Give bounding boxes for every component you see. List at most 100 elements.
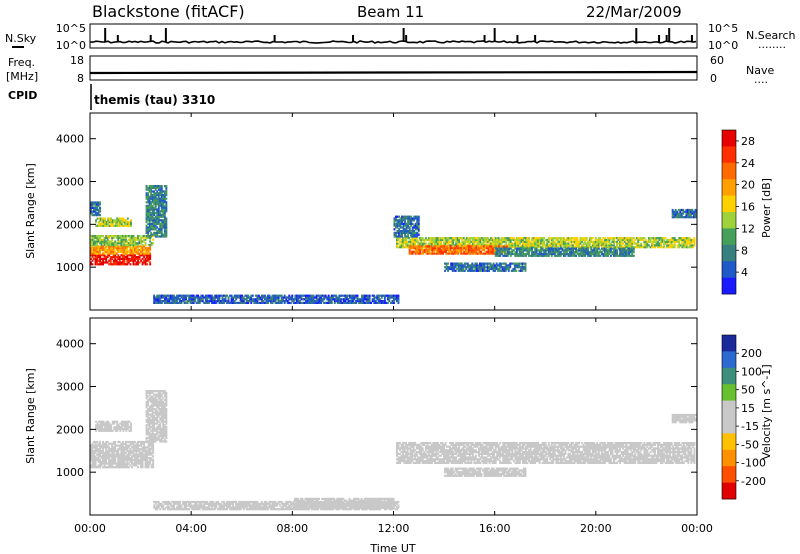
scatter-cell [99,214,102,217]
scatter-cell [268,296,271,299]
scatter-cell [449,248,452,252]
scatter-cell [497,269,500,272]
scatter-cell [147,195,150,198]
scatter-cell [658,246,661,249]
scatter-cell [108,458,111,462]
scatter-cell [131,248,133,252]
scatter-cell [96,257,99,260]
scatter-cell [103,256,106,259]
scatter-cell [660,244,663,247]
scatter-cell [611,247,614,250]
scatter-cell [114,222,117,226]
scatter-cell [157,298,160,301]
scatter-cell [390,301,392,304]
scatter-cell [150,390,153,393]
scatter-cell [147,210,150,213]
scatter-cell [579,251,582,254]
scatter-cell [116,221,119,224]
scatter-cell [149,458,152,462]
scatter-cell [117,426,120,429]
scatter-cell [541,246,544,249]
scatter-cell [98,217,101,220]
scatter-cell [408,456,411,459]
scatter-cell [556,254,559,257]
scatter-cell [576,237,579,240]
scatter-cell [559,244,562,247]
scatter-cell [412,237,415,240]
y-tick-label: 2000 [56,218,84,231]
scatter-cell [459,244,462,247]
scatter-cell [146,457,149,460]
scatter-cell [147,436,150,439]
scatter-cell [150,185,153,188]
scatter-cell [418,237,421,240]
scatter-cell [664,242,667,245]
scatter-cell [106,238,109,241]
scatter-cell [416,248,419,252]
scatter-cell [104,224,107,227]
scatter-cell [472,264,475,267]
scatter-cell [681,246,684,249]
scatter-cell [593,240,596,243]
scatter-cell [160,204,163,207]
scatter-cell [154,185,157,188]
scatter-cell [112,236,115,239]
scatter-cell [411,228,414,231]
scatter-cell [102,261,105,264]
scatter-cell [162,433,165,436]
scatter-cell [134,248,136,252]
scatter-cell [102,424,105,427]
scatter-cell [137,442,139,445]
scatter-cell [156,426,159,429]
scatter-cell [529,249,532,252]
scatter-cell [611,244,614,247]
scatter-cell [150,418,153,421]
scatter-cell [106,256,109,259]
scatter-cell [585,242,588,245]
scatter-cell [406,246,409,249]
scatter-cell [547,246,550,249]
scatter-cell [126,221,129,224]
scatter-cell [91,462,94,465]
colorbar-segment [722,179,736,196]
scatter-cell [572,252,575,256]
scatter-cell [478,240,480,243]
scatter-cell [623,251,626,254]
scatter-cell [520,246,523,249]
scatter-cell [626,238,629,242]
scatter-cell [450,262,453,265]
scatter-cell [393,228,396,231]
scatter-cell [643,240,646,243]
scatter-cell [160,409,163,412]
scatter-cell [102,444,105,447]
scatter-cell [153,210,156,213]
scatter-cell [120,250,123,253]
scatter-cell [584,242,587,245]
scatter-cell [409,445,412,448]
scatter-cell [297,296,300,299]
scatter-cell [135,257,138,260]
scatter-cell [129,460,132,463]
scatter-cell [619,249,622,252]
scatter-cell [134,257,136,260]
scatter-cell [614,252,617,256]
scatter-cell [490,248,493,252]
scatter-cell [107,427,110,431]
scatter-cell [619,238,622,242]
scatter-cell [356,294,359,297]
scatter-cell [359,298,362,301]
scatter-cell [141,244,144,247]
scatter-cell [104,427,107,431]
scatter-cell [496,244,499,247]
scatter-cell [106,466,109,469]
scatter-cell [138,235,141,238]
scatter-cell [531,246,534,249]
scatter-cell [430,244,433,247]
scatter-cell [146,460,149,463]
scatter-cell [464,248,467,252]
scatter-cell [148,426,151,429]
scatter-cell [534,254,537,257]
scatter-cell [434,238,436,242]
scatter-cell [454,269,457,272]
scatter-cell [121,245,124,248]
